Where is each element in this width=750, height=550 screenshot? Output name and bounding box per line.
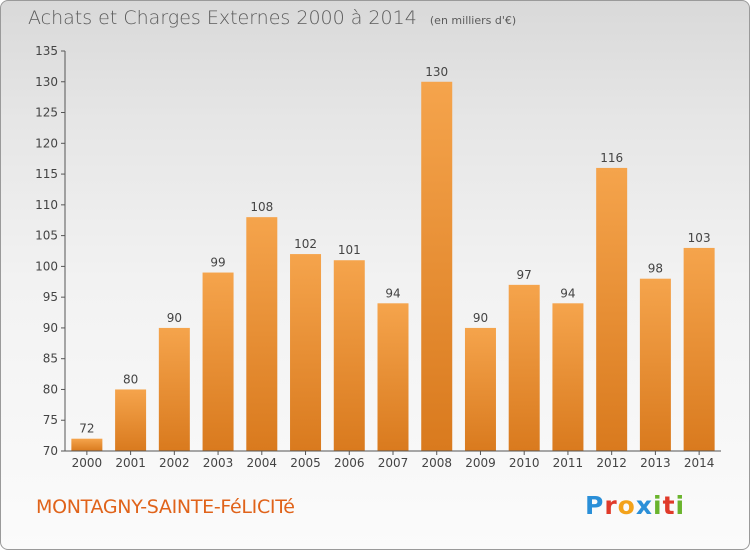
- bar-2008: [421, 81, 453, 452]
- x-tick-label: 2011: [553, 456, 584, 470]
- commune-name: MONTAGNY-SAINTE-FéLICITé: [36, 496, 295, 518]
- bar-2013: [639, 278, 671, 451]
- x-tick-label: 2010: [509, 456, 540, 470]
- logo-letter: i: [675, 491, 686, 520]
- bar-value-label: 97: [517, 268, 532, 282]
- x-tick-label: 2014: [684, 456, 715, 470]
- bar-2002: [158, 327, 190, 451]
- x-tick-label: 2009: [465, 456, 496, 470]
- bar-value-label: 102: [294, 237, 317, 251]
- y-tick-label: 105: [35, 229, 58, 243]
- bar-2012: [596, 167, 628, 451]
- bar-2001: [115, 389, 147, 451]
- x-tick-label: 2002: [159, 456, 190, 470]
- bar-2009: [464, 327, 496, 451]
- bar-value-label: 90: [167, 311, 182, 325]
- y-tick-label: 70: [43, 444, 58, 458]
- bar-2003: [202, 272, 234, 451]
- brand-logo: Proxiti: [585, 491, 685, 520]
- chart-title: Achats et Charges Externes 2000 à 2014: [28, 7, 417, 29]
- bar-value-label: 108: [250, 200, 273, 214]
- x-tick-label: 2000: [72, 456, 103, 470]
- x-axis: 2000 2001 2002 2003 2004 2005 2006 2007 2008 2009…: [65, 450, 721, 470]
- y-tick-label: 95: [43, 290, 58, 304]
- bar-value-label: 99: [210, 256, 225, 270]
- x-tick-label: 2005: [290, 456, 321, 470]
- logo-letter: i: [653, 491, 663, 520]
- bar-2000: [71, 438, 103, 451]
- bars-group: 72 80 90 99 108 102 101 94 130 90 97 94 116 98 103: [71, 65, 715, 452]
- bar-2004: [246, 217, 278, 451]
- bar-2010: [508, 284, 540, 451]
- y-tick-label: 80: [43, 382, 58, 396]
- x-tick-label: 2003: [203, 456, 234, 470]
- x-tick-label: 2008: [421, 456, 452, 470]
- x-tick-label: 2006: [334, 456, 365, 470]
- x-tick-label: 2007: [378, 456, 409, 470]
- bar-value-label: 72: [79, 422, 94, 436]
- y-tick-label: 90: [43, 321, 58, 335]
- x-tick-label: 2001: [115, 456, 146, 470]
- y-tick-label: 85: [43, 352, 58, 366]
- bar-value-label: 116: [600, 151, 623, 165]
- y-tick-label: 115: [35, 167, 58, 181]
- bar-value-label: 101: [338, 243, 361, 257]
- x-tick-label: 2012: [596, 456, 627, 470]
- bar-value-label: 80: [123, 372, 138, 386]
- y-tick-label: 110: [35, 198, 58, 212]
- logo-letter: o: [617, 491, 636, 520]
- bar-value-label: 90: [473, 311, 488, 325]
- bar-value-label: 130: [425, 65, 448, 79]
- title-row: Achats et Charges Externes 2000 à 2014 (…: [28, 7, 516, 29]
- bar-2005: [290, 254, 322, 451]
- bar-2007: [377, 303, 409, 451]
- logo-letter: x: [635, 491, 653, 520]
- y-axis: 70 75 80 85 90 95 100 105 110 115 120 125 130 135: [35, 44, 66, 458]
- bar-2011: [552, 303, 584, 451]
- y-tick-label: 130: [35, 75, 58, 89]
- logo-letter: P: [585, 491, 605, 520]
- unit-note: (en milliers d'€): [429, 14, 517, 27]
- bar-value-label: 98: [648, 262, 663, 276]
- y-tick-label: 125: [35, 106, 58, 120]
- y-tick-label: 120: [35, 136, 58, 150]
- x-tick-label: 2013: [640, 456, 671, 470]
- bar-2014: [683, 247, 715, 451]
- bar-value-label: 94: [560, 286, 575, 300]
- bar-value-label: 103: [688, 231, 711, 245]
- logo-letter: r: [604, 491, 618, 520]
- y-tick-label: 135: [35, 44, 58, 58]
- bar-2006: [333, 260, 365, 451]
- y-tick-label: 100: [35, 259, 58, 273]
- bar-value-label: 94: [385, 286, 400, 300]
- logo-letter: t: [662, 491, 676, 520]
- y-tick-label: 75: [43, 413, 58, 427]
- x-tick-label: 2004: [247, 456, 278, 470]
